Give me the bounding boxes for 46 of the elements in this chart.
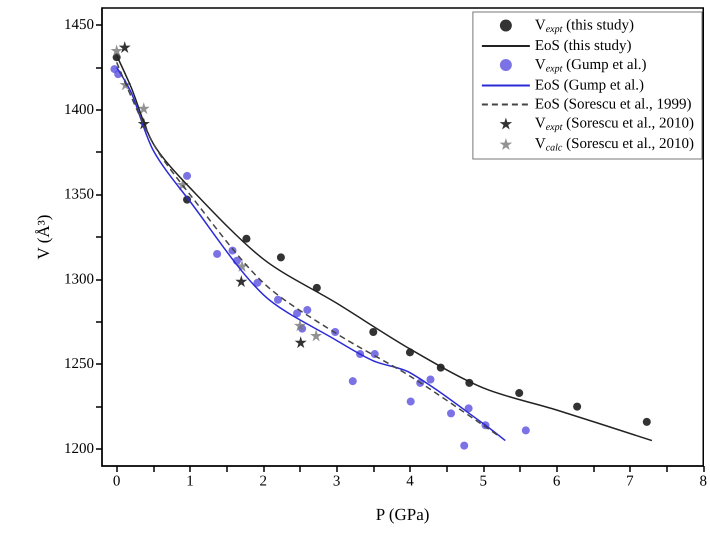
point [642,418,651,426]
y-tick-label: 1250 [64,356,94,372]
y-tick-label: 1350 [64,186,94,203]
point [464,404,473,412]
point [515,389,524,398]
legend-label: EoS (this study) [534,38,632,54]
point [294,319,306,332]
point [253,278,262,287]
point [460,442,468,450]
point [213,250,222,258]
point [110,44,123,56]
point [348,377,357,386]
point [573,402,582,411]
point [118,41,131,54]
point [369,328,378,336]
point [183,172,192,180]
point [235,275,248,288]
y-tick-label: 1450 [64,16,94,33]
x-tick-label: 3 [332,474,340,490]
y-tick-label: 1300 [64,271,94,288]
point [406,398,415,406]
point [294,336,307,348]
x-tick-label: 6 [552,474,561,490]
x-tick-label: 0 [112,474,120,490]
point [242,234,250,243]
x-tick-label: 7 [626,474,634,490]
x-tick-label: 5 [480,474,488,490]
point [447,409,456,418]
point [274,296,282,304]
point [138,102,150,114]
point [293,309,302,318]
y-tick-label: 1200 [64,441,94,458]
point [276,253,285,262]
x-tick-label: 4 [406,474,414,490]
x-tick-label: 8 [700,474,707,490]
x-tick-label: 2 [260,474,268,490]
y-axis-title: V (Å³) [34,214,53,260]
point [303,306,312,314]
x-axis-title: P (GPa) [376,505,430,524]
y-tick-label: 1400 [64,102,94,118]
legend-label: EoS (Sorescu et al., 1999) [534,96,692,112]
point [310,329,322,342]
point [522,426,530,434]
legend-label: EoS (Gump et al.) [534,78,644,94]
x-tick-label: 1 [186,474,194,490]
point [426,375,434,384]
